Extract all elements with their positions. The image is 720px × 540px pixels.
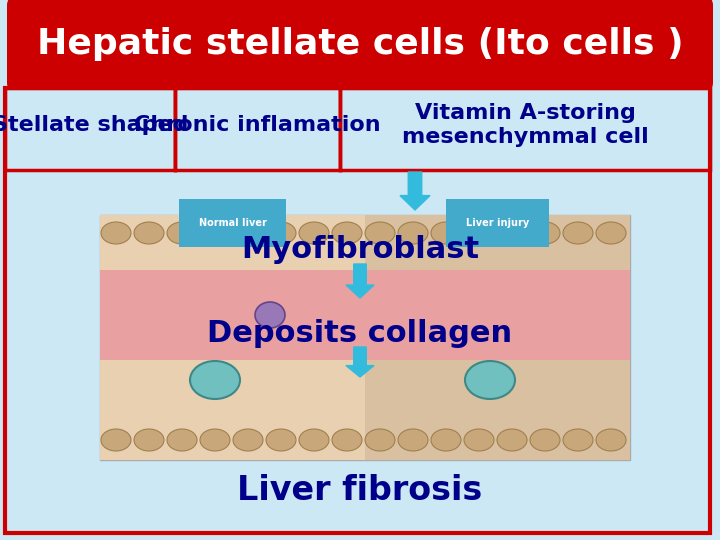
Ellipse shape	[596, 429, 626, 451]
Ellipse shape	[465, 361, 515, 399]
Ellipse shape	[266, 429, 296, 451]
FancyBboxPatch shape	[340, 88, 710, 170]
FancyBboxPatch shape	[175, 88, 340, 170]
Ellipse shape	[497, 429, 527, 451]
Ellipse shape	[134, 222, 164, 244]
Ellipse shape	[255, 302, 285, 328]
Ellipse shape	[398, 429, 428, 451]
Ellipse shape	[167, 429, 197, 451]
Ellipse shape	[190, 361, 240, 399]
Ellipse shape	[200, 222, 230, 244]
Text: Vitamin A-storing
mesenchymmal cell: Vitamin A-storing mesenchymmal cell	[402, 103, 649, 146]
Ellipse shape	[398, 222, 428, 244]
Text: Stellate shaped: Stellate shaped	[0, 115, 188, 135]
Text: Chronic inflamation: Chronic inflamation	[134, 115, 381, 135]
Ellipse shape	[563, 429, 593, 451]
Ellipse shape	[563, 222, 593, 244]
Ellipse shape	[233, 429, 263, 451]
Ellipse shape	[299, 222, 329, 244]
FancyBboxPatch shape	[5, 88, 175, 170]
Text: Hepatic stellate cells (Ito cells ): Hepatic stellate cells (Ito cells )	[37, 27, 683, 61]
Ellipse shape	[134, 429, 164, 451]
FancyBboxPatch shape	[100, 215, 630, 460]
Ellipse shape	[596, 222, 626, 244]
Ellipse shape	[101, 429, 131, 451]
FancyArrow shape	[346, 264, 374, 298]
Ellipse shape	[464, 429, 494, 451]
FancyBboxPatch shape	[100, 215, 365, 460]
Ellipse shape	[530, 222, 560, 244]
FancyArrow shape	[346, 347, 374, 377]
Ellipse shape	[530, 429, 560, 451]
Ellipse shape	[464, 222, 494, 244]
Ellipse shape	[233, 222, 263, 244]
Ellipse shape	[431, 222, 461, 244]
Ellipse shape	[299, 429, 329, 451]
Text: Deposits collagen: Deposits collagen	[207, 319, 513, 348]
Ellipse shape	[101, 222, 131, 244]
Text: Liver injury: Liver injury	[466, 218, 529, 228]
Ellipse shape	[497, 222, 527, 244]
Ellipse shape	[365, 222, 395, 244]
Ellipse shape	[365, 429, 395, 451]
Ellipse shape	[332, 429, 362, 451]
Text: Normal liver: Normal liver	[199, 218, 266, 228]
FancyArrow shape	[400, 172, 430, 210]
Ellipse shape	[167, 222, 197, 244]
Ellipse shape	[332, 222, 362, 244]
FancyBboxPatch shape	[100, 270, 630, 360]
Ellipse shape	[266, 222, 296, 244]
Text: Liver fibrosis: Liver fibrosis	[238, 474, 482, 507]
FancyBboxPatch shape	[7, 0, 713, 91]
FancyBboxPatch shape	[365, 215, 630, 460]
Ellipse shape	[200, 429, 230, 451]
Ellipse shape	[431, 429, 461, 451]
Text: Myofibroblast: Myofibroblast	[241, 235, 479, 265]
